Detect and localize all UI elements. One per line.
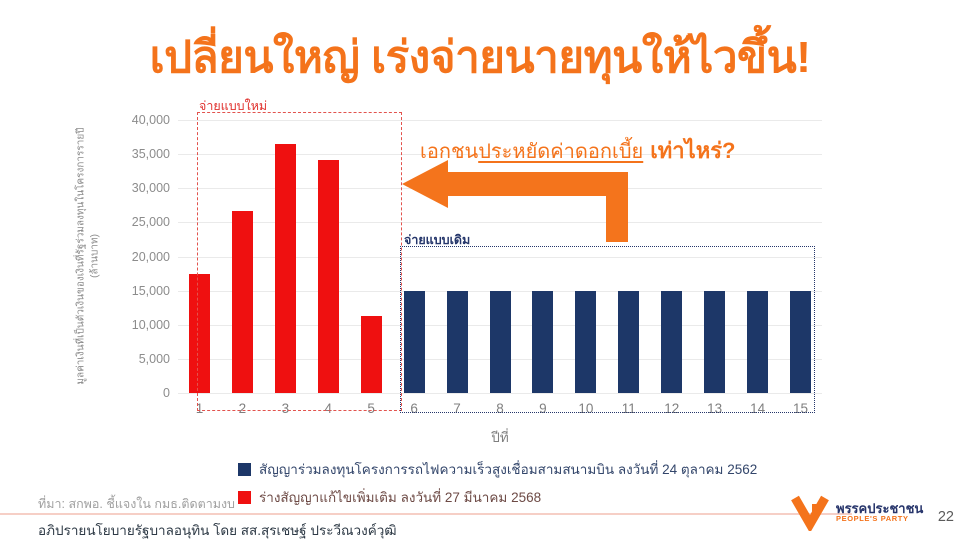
y-tick-label: 0 [163, 386, 170, 400]
x-tick-label: 10 [578, 401, 594, 416]
slide-title: เปลี่ยนใหญ่ เร่งจ่ายนายทุนให้ไวขึ้น! [149, 33, 811, 82]
bar [446, 290, 468, 393]
bar [575, 290, 597, 393]
arrow-question-bold: เท่าไหร่? [650, 138, 736, 163]
x-tick-label: 8 [496, 401, 504, 416]
bar [188, 274, 210, 393]
arrow-question-prefix: เอกชน [420, 141, 479, 163]
arrow-question-text: เอกชนประหยัดค่าดอกเบี้ย เท่าไหร่? [420, 133, 735, 168]
y-axis-title-text: มูลค่าเงินที่เป็นตัวเงินของเงินที่รัฐร่ว… [75, 127, 87, 385]
arrow-left-head-icon [402, 160, 448, 208]
logo-name-english: PEOPLE'S PARTY [836, 514, 909, 523]
gridline [178, 222, 822, 224]
old-payment-box-label: จ่ายแบบเดิม [404, 233, 471, 247]
bar [403, 290, 425, 393]
credit-text: อภิปรายนโยบายรัฐบาลอนุทิน โดย สส.สุรเชษฐ… [38, 523, 397, 538]
bar [489, 290, 511, 393]
bar [618, 290, 640, 393]
legend-item-red: ร่างสัญญาแก้ไขเพิ่มเติม ลงวันที่ 27 มีนา… [238, 486, 541, 508]
x-tick-label: 6 [410, 401, 418, 416]
bar [790, 290, 812, 393]
gridline [178, 256, 822, 258]
arrow-vertical-segment [606, 194, 628, 242]
arrow-horizontal-segment [446, 172, 628, 196]
y-tick-label: 15,000 [131, 283, 170, 298]
x-tick-label: 5 [367, 401, 375, 416]
x-tick-label: 1 [195, 401, 204, 416]
x-tick-label: 14 [750, 401, 766, 416]
new-payment-box-label: จ่ายแบบใหม่ [199, 99, 268, 113]
x-tick-label: 3 [281, 401, 290, 416]
y-tick-label: 35,000 [131, 147, 170, 162]
legend-swatch-navy [238, 462, 251, 476]
new-payment-box [197, 112, 402, 411]
bar [317, 159, 339, 393]
x-tick-label: 4 [324, 401, 333, 416]
gridline [178, 154, 822, 156]
x-tick-label: 7 [453, 401, 461, 416]
x-axis-title: ปีที่ [491, 430, 509, 445]
legend-swatch-red [238, 490, 251, 504]
y-axis-unit: (ล้านบาท) [89, 234, 101, 278]
footer-divider [0, 513, 852, 515]
x-tick-label: 2 [238, 401, 247, 416]
y-tick-label: 5,000 [138, 351, 170, 366]
page-number: 22 [937, 509, 954, 525]
arrow-question-underlined: ประหยัดค่าดอกเบี้ย [478, 141, 644, 163]
y-tick-label: 20,000 [131, 249, 170, 264]
y-tick-label: 40,000 [131, 113, 170, 127]
bar [274, 143, 296, 393]
source-text: ที่มา: สกพอ. ชี้แจงใน กมธ.ติดตามงบ [38, 497, 235, 511]
x-tick-label: 11 [621, 401, 636, 416]
y-tick-label: 30,000 [131, 181, 170, 196]
logo-name-thai: พรรคประชาชน [836, 501, 924, 516]
bar [704, 290, 726, 393]
legend-item-navy: สัญญาร่วมลงทุนโครงการรถไฟความเร็วสูงเชื่… [238, 458, 757, 480]
y-tick-label: 25,000 [131, 215, 170, 230]
gridline [178, 120, 822, 121]
bar [532, 290, 554, 393]
x-tick-label: 9 [539, 401, 547, 416]
peoples-party-logo-icon [790, 493, 830, 536]
bar [360, 316, 382, 393]
x-tick-label: 15 [793, 401, 809, 416]
bar [661, 290, 683, 393]
legend-label-red: ร่างสัญญาแก้ไขเพิ่มเติม ลงวันที่ 27 มีนา… [259, 490, 542, 505]
x-tick-label: 13 [707, 401, 723, 416]
legend-label-navy: สัญญาร่วมลงทุนโครงการรถไฟความเร็วสูงเชื่… [259, 462, 758, 477]
bar [231, 211, 253, 393]
gridline [178, 393, 822, 394]
y-axis-title: มูลค่าเงินที่เป็นตัวเงินของเงินที่รัฐร่ว… [74, 127, 103, 384]
x-tick-label: 12 [664, 401, 680, 416]
y-tick-label: 10,000 [131, 317, 170, 332]
old-payment-box [400, 246, 815, 413]
bar [747, 290, 769, 393]
